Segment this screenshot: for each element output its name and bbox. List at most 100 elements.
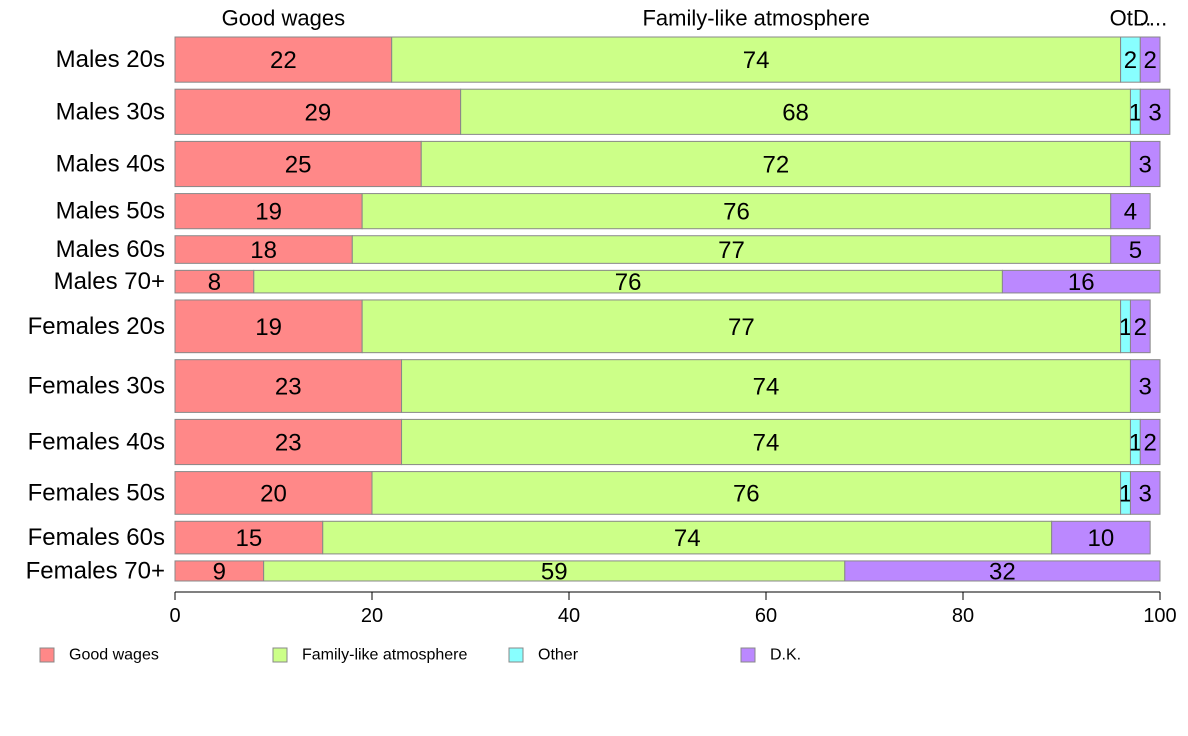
x-tick-label: 60 — [755, 605, 777, 627]
bar-segment — [1139, 88, 1171, 135]
bar-segment — [174, 36, 393, 83]
legend-swatch — [272, 647, 288, 663]
bar-segment — [844, 560, 1161, 582]
legend-label: Other — [538, 647, 579, 664]
category-label: Males 70+ — [54, 268, 165, 295]
x-axis: 0 20 40 60 80 100 — [169, 591, 1177, 627]
category-label: Females 20s — [28, 313, 165, 340]
data-label: 19 — [255, 314, 282, 341]
data-label: 3 — [1139, 151, 1152, 178]
bar-segment — [1051, 520, 1151, 555]
x-tick-label: 40 — [558, 605, 580, 627]
bar-segment — [401, 418, 1131, 466]
data-label: 76 — [615, 269, 642, 296]
data-label: 68 — [782, 99, 809, 126]
top-series-labels: Good wages Family-like atmosphere Ot...D..… — [222, 6, 1168, 31]
data-label: 18 — [250, 237, 277, 264]
x-tick-label: 100 — [1143, 605, 1176, 627]
bar-segment — [460, 88, 1131, 135]
data-label: 15 — [236, 525, 263, 552]
data-label: 1 — [1129, 429, 1142, 456]
category-label: Females 70+ — [26, 557, 165, 584]
data-label: 76 — [733, 480, 760, 507]
bar-segment — [1110, 193, 1151, 230]
category-label: Males 20s — [56, 46, 165, 73]
category-label: Females 60s — [28, 524, 165, 551]
x-tick-label: 20 — [361, 605, 383, 627]
top-series-label: Ot... — [1110, 6, 1152, 31]
legend-label: D.K. — [770, 647, 801, 664]
top-series-label: D... — [1133, 6, 1167, 31]
legend: Good wages Family-like atmosphere Other D.K… — [39, 647, 801, 664]
top-series-label: Good wages — [222, 6, 346, 31]
category-label: Males 40s — [56, 150, 165, 177]
bar-segment — [174, 471, 373, 515]
x-tick-label: 80 — [952, 605, 974, 627]
data-label: 74 — [674, 525, 701, 552]
bar-segment — [401, 359, 1131, 413]
data-label: 74 — [753, 429, 780, 456]
data-label: 74 — [743, 47, 770, 74]
data-label: 1 — [1129, 99, 1142, 126]
bar-segment — [1139, 418, 1161, 466]
category-label: Females 30s — [28, 373, 165, 400]
bar-segment — [1001, 269, 1161, 294]
bar-segment — [174, 235, 353, 264]
data-label: 16 — [1068, 269, 1095, 296]
data-label: 3 — [1148, 99, 1161, 126]
data-label: 22 — [270, 47, 297, 74]
data-label: 25 — [285, 151, 312, 178]
data-label: 77 — [718, 237, 745, 264]
data-label: 72 — [762, 151, 789, 178]
bar-segment — [391, 36, 1122, 83]
data-label: 10 — [1088, 525, 1115, 552]
bar-segment — [1129, 299, 1151, 354]
top-series-label: Family-like atmosphere — [642, 6, 869, 31]
bar-segment — [174, 418, 403, 466]
legend-swatch — [740, 647, 756, 663]
bar-segment — [1129, 359, 1161, 413]
bar-segment — [1129, 140, 1161, 188]
data-label: 8 — [208, 269, 221, 296]
data-label: 2 — [1143, 47, 1156, 74]
data-label: 59 — [541, 558, 568, 585]
x-tick-label: 0 — [169, 605, 180, 627]
bar-segment — [1110, 235, 1161, 264]
data-label: 2 — [1134, 314, 1147, 341]
bar-segment — [1129, 471, 1161, 515]
legend-swatch — [508, 647, 524, 663]
bar-segment — [174, 140, 422, 188]
data-label: 5 — [1129, 237, 1142, 264]
data-label: 2 — [1143, 429, 1156, 456]
category-label: Males 30s — [56, 98, 165, 125]
legend-label: Family-like atmosphere — [302, 647, 467, 664]
category-label: Males 50s — [56, 198, 165, 225]
bar-segment — [174, 520, 324, 555]
data-label: 4 — [1124, 199, 1137, 226]
bar-segment — [174, 299, 363, 354]
data-label: 9 — [213, 558, 226, 585]
data-label: 20 — [260, 480, 287, 507]
legend-swatch — [39, 647, 55, 663]
data-label: 3 — [1139, 374, 1152, 401]
data-label: 3 — [1139, 480, 1152, 507]
data-label: 19 — [255, 199, 282, 226]
legend-label: Good wages — [69, 647, 159, 664]
data-label: 77 — [728, 314, 755, 341]
data-label: 29 — [304, 99, 331, 126]
bar-segment — [361, 193, 1112, 230]
category-label: Females 40s — [28, 428, 165, 455]
data-label: 32 — [989, 558, 1016, 585]
data-label: 2 — [1124, 47, 1137, 74]
category-label: Males 60s — [56, 236, 165, 263]
data-label: 76 — [723, 199, 750, 226]
data-label: 23 — [275, 374, 302, 401]
category-label: Females 50s — [28, 479, 165, 506]
data-label: 1 — [1119, 314, 1132, 341]
bar-segment — [174, 359, 403, 413]
data-label: 23 — [275, 429, 302, 456]
data-label: 74 — [753, 374, 780, 401]
